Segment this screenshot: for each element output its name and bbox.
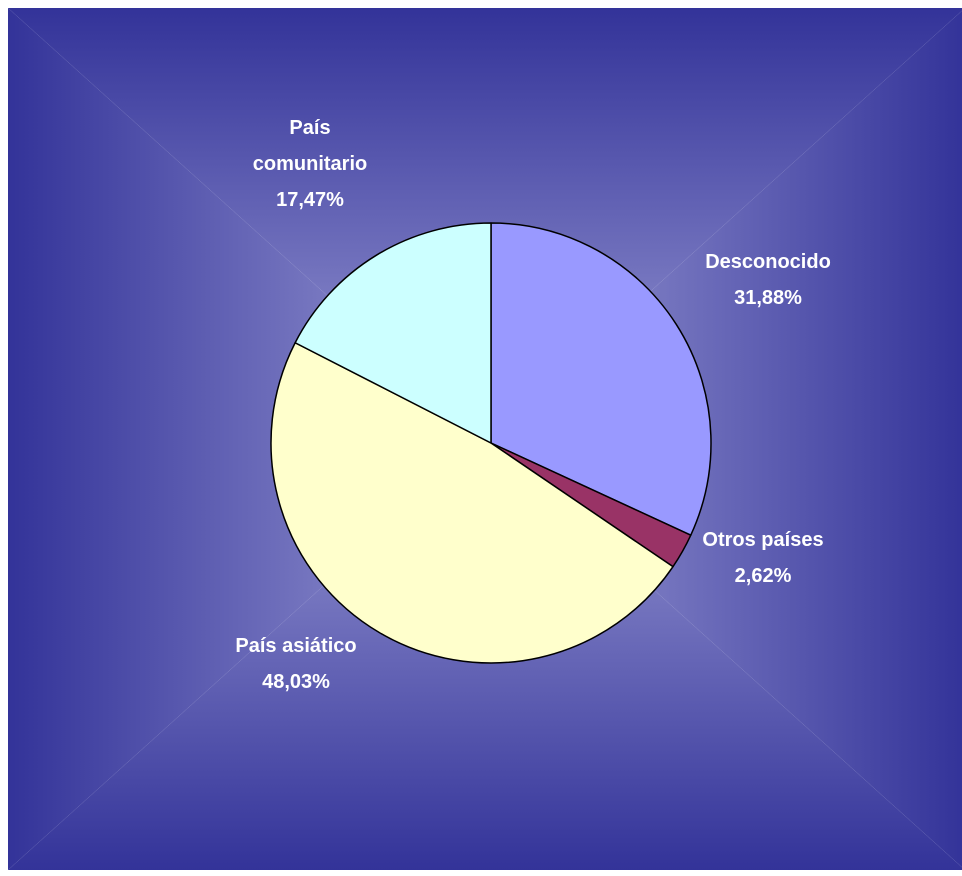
pie-slice-pa-s-comunitario <box>294 222 492 444</box>
pie-slice-desconocido <box>490 222 712 536</box>
pie-labels: Desconocido 31,88% Otros países 2,62% País a… <box>235 117 830 693</box>
slice-name: Desconocido <box>705 251 831 273</box>
pie-slice-pa-s-asi-tico <box>270 342 674 664</box>
slice-name: Otros países <box>702 529 823 551</box>
bg-left-panel <box>8 8 487 870</box>
slice-value: 2,62% <box>735 565 792 587</box>
slice-label: País asiático 48,03% <box>235 635 356 693</box>
slice-name: País <box>289 117 330 139</box>
slice-value: 31,88% <box>734 287 802 309</box>
pie-slices <box>270 222 712 664</box>
slice-value: 17,47% <box>276 189 344 211</box>
bg-right-panel <box>486 10 962 868</box>
slice-name: comunitario <box>253 153 367 175</box>
slice-label: Desconocido 31,88% <box>705 251 831 309</box>
slice-value: 48,03% <box>262 671 330 693</box>
slice-name: País asiático <box>235 635 356 657</box>
slice-label: País comunitario 17,47% <box>253 117 367 211</box>
slice-label: Otros países 2,62% <box>702 529 823 587</box>
